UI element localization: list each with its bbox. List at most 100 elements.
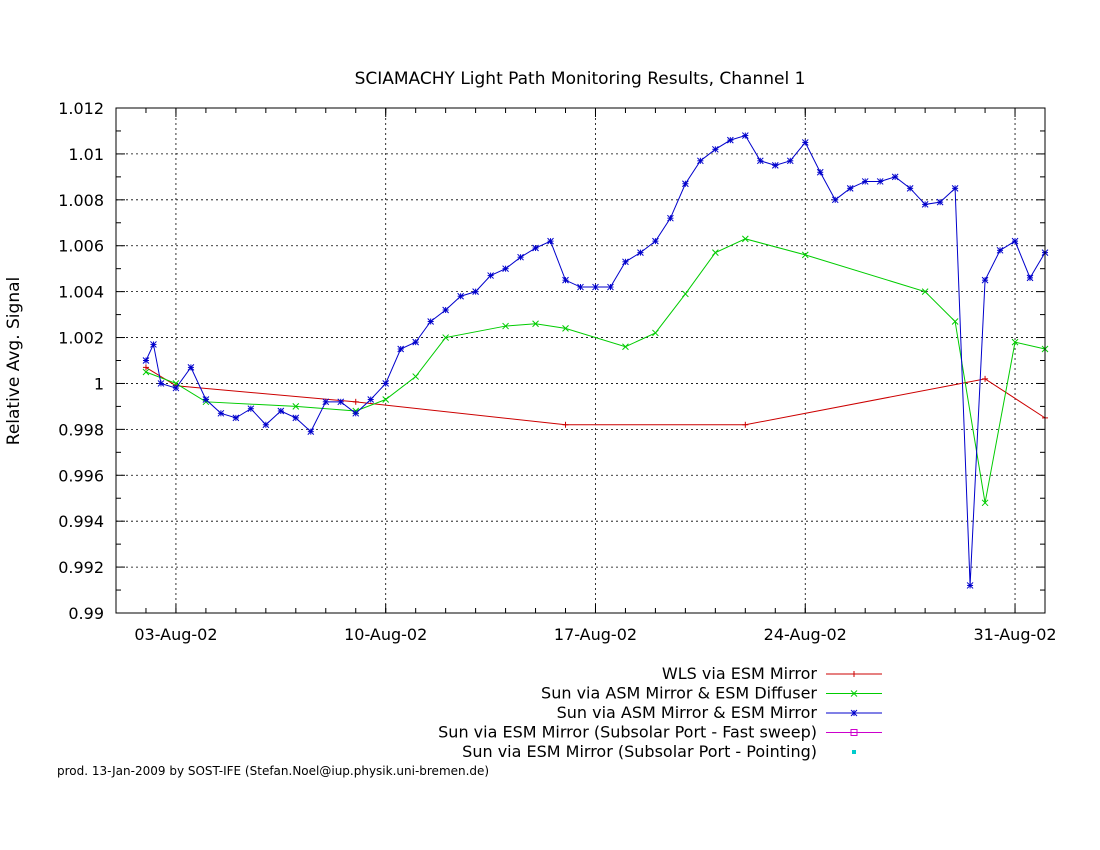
data-point	[142, 368, 150, 376]
legend-label: Sun via ESM Mirror (Subsolar Port - Poin…	[462, 742, 817, 761]
data-point	[532, 320, 539, 328]
data-point	[457, 292, 464, 300]
data-point	[172, 384, 180, 392]
data-point	[517, 253, 524, 261]
legend-item: Sun via ESM Mirror (Subsolar Port - Fast…	[438, 723, 882, 742]
data-point	[577, 283, 584, 291]
data-point	[352, 409, 360, 417]
data-point	[217, 409, 225, 417]
data-point	[142, 357, 150, 364]
data-point	[472, 288, 479, 295]
data-point	[921, 201, 929, 208]
data-point	[851, 671, 857, 677]
data-point	[262, 421, 270, 429]
data-point	[547, 237, 554, 245]
data-point	[382, 396, 390, 403]
data-point	[502, 322, 509, 330]
y-tick-label: 1.01	[68, 145, 104, 164]
series-sun-via-asm-mirror-esm-diffuser	[142, 235, 1049, 507]
data-point	[850, 690, 858, 697]
data-point	[741, 132, 749, 139]
data-point	[637, 249, 644, 256]
data-point	[487, 272, 494, 279]
data-point	[1011, 237, 1019, 245]
x-tick-label: 17-Aug-02	[554, 625, 637, 644]
data-point	[292, 403, 300, 410]
data-point	[412, 338, 420, 346]
data-point	[187, 364, 195, 371]
data-point	[816, 168, 824, 176]
data-point	[652, 237, 659, 245]
data-point	[682, 290, 689, 298]
tick-labels: 0.99 0.992 0.994 0.996 0.998 1 1.002 1.004 1.006…	[58, 99, 1056, 644]
data-point	[367, 396, 375, 403]
data-point	[846, 184, 854, 192]
legend-label: WLS via ESM Mirror	[662, 664, 818, 683]
legend-item: Sun via ESM Mirror (Subsolar Port - Poin…	[462, 742, 856, 761]
data-point	[831, 196, 839, 204]
data-point	[682, 180, 689, 188]
axis-ticks	[115, 107, 1046, 614]
data-point	[726, 136, 734, 144]
data-point	[906, 184, 914, 192]
x-tick-label: 31-Aug-02	[973, 625, 1056, 644]
y-tick-label: 1.004	[58, 283, 104, 302]
y-tick-label: 0.994	[58, 512, 104, 531]
data-point	[427, 318, 435, 325]
data-point	[891, 173, 899, 181]
data-point	[981, 499, 989, 507]
data-point	[741, 235, 749, 243]
plot-frame	[115, 107, 1046, 614]
data-point	[202, 396, 210, 403]
data-point	[921, 288, 929, 295]
data-point	[742, 421, 749, 428]
footer-credit: prod. 13-Jan-2009 by SOST-IFE (Stefan.No…	[57, 764, 490, 778]
data-point	[532, 244, 539, 252]
legend-label: Sun via ASM Mirror & ESM Mirror	[557, 703, 818, 722]
data-point	[592, 283, 599, 291]
legend-label: Sun via ESM Mirror (Subsolar Port - Fast…	[438, 723, 817, 742]
data-point	[562, 421, 569, 428]
data-point	[652, 329, 659, 337]
data-point	[562, 325, 569, 332]
data-point	[771, 162, 779, 169]
data-point	[622, 343, 629, 351]
data-point	[292, 414, 300, 422]
data-point	[951, 318, 959, 325]
y-tick-label: 1.012	[58, 99, 104, 118]
data-point	[850, 709, 858, 717]
data-point	[352, 398, 359, 405]
data-point	[382, 380, 390, 387]
data-point	[442, 306, 449, 314]
data-point	[981, 276, 989, 284]
data-point	[966, 582, 974, 589]
data-point	[412, 373, 420, 380]
data-point	[786, 157, 794, 165]
grid-lines	[116, 108, 1045, 613]
data-point	[1026, 274, 1034, 282]
data-point	[712, 145, 719, 153]
x-tick-label: 10-Aug-02	[344, 625, 427, 644]
data-point	[801, 139, 809, 146]
data-point	[232, 414, 240, 422]
data-point	[876, 178, 884, 185]
y-tick-label: 1.008	[58, 191, 104, 210]
y-tick-label: 0.996	[58, 466, 104, 485]
chart-title: SCIAMACHY Light Path Monitoring Results,…	[355, 69, 806, 89]
data-point	[951, 184, 959, 192]
data-point	[801, 251, 809, 259]
data-point	[982, 375, 989, 382]
data-point	[442, 334, 449, 341]
data-point	[277, 407, 285, 415]
y-tick-label: 1.002	[58, 329, 104, 348]
data-point	[307, 428, 315, 436]
y-axis-label: Relative Avg. Signal	[4, 277, 24, 445]
data-point	[1011, 338, 1019, 346]
data-point	[756, 157, 764, 165]
data-point	[712, 249, 719, 256]
series-line	[145, 238, 1046, 503]
data-point	[852, 750, 856, 754]
legend-item: Sun via ASM Mirror & ESM Mirror	[557, 703, 882, 722]
legend-label: Sun via ASM Mirror & ESM Diffuser	[541, 684, 817, 703]
